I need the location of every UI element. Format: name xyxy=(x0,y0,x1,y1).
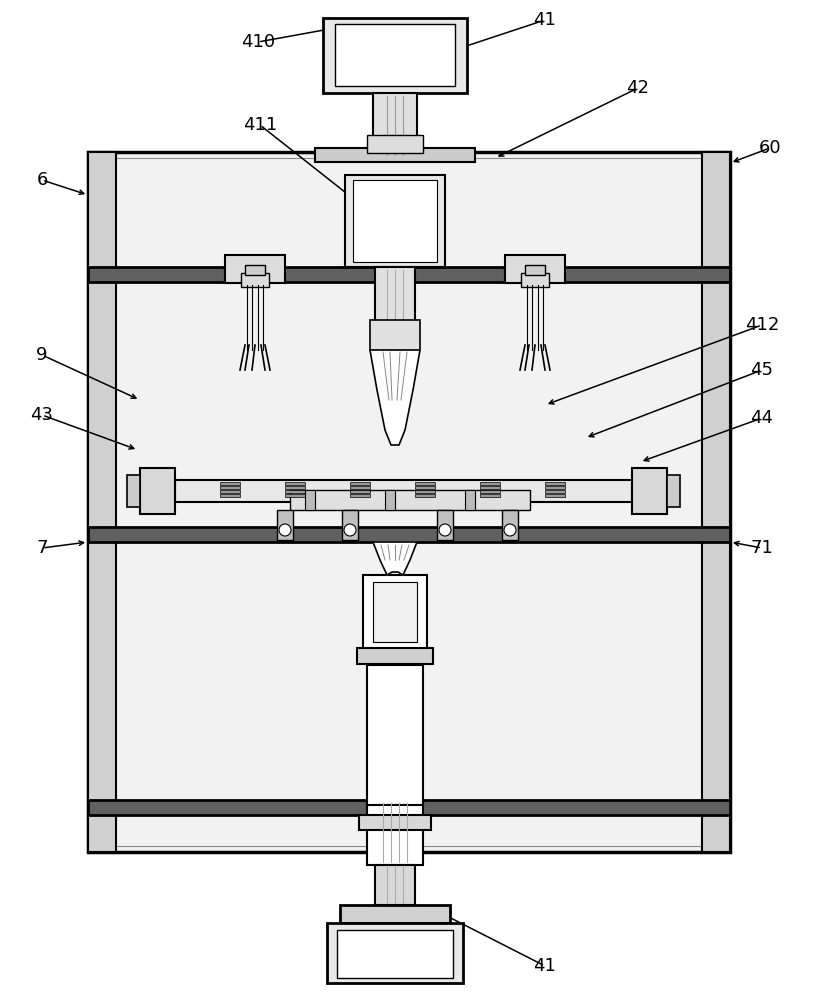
Bar xyxy=(88,267,730,282)
Text: 7: 7 xyxy=(37,539,48,557)
Text: 42: 42 xyxy=(627,79,650,97)
Bar xyxy=(505,255,565,283)
Bar xyxy=(545,494,565,497)
Bar xyxy=(357,648,433,664)
Bar xyxy=(285,494,305,497)
Bar xyxy=(290,490,530,510)
Bar xyxy=(340,905,450,923)
Circle shape xyxy=(439,524,451,536)
Text: 45: 45 xyxy=(751,361,773,379)
Bar xyxy=(480,490,500,493)
Bar xyxy=(415,486,435,489)
Bar xyxy=(375,865,415,905)
Bar xyxy=(363,575,427,650)
Bar xyxy=(437,510,453,540)
Bar xyxy=(367,665,423,805)
Bar xyxy=(241,273,269,287)
Bar xyxy=(373,93,417,158)
Bar xyxy=(525,265,545,275)
Bar xyxy=(375,267,415,322)
Bar xyxy=(220,490,240,493)
Bar xyxy=(94,158,724,846)
Polygon shape xyxy=(370,350,420,445)
Bar xyxy=(350,494,370,497)
Bar xyxy=(285,486,305,489)
Bar xyxy=(480,482,500,485)
Text: 9: 9 xyxy=(37,346,48,364)
Bar xyxy=(367,135,423,153)
Bar xyxy=(367,800,423,865)
Bar xyxy=(88,800,730,815)
Bar xyxy=(305,490,315,510)
Bar xyxy=(88,527,730,542)
Bar xyxy=(140,468,175,514)
Text: 71: 71 xyxy=(751,539,773,557)
Bar xyxy=(350,490,370,493)
Bar xyxy=(337,930,453,978)
Text: 41: 41 xyxy=(533,11,557,29)
Bar xyxy=(350,486,370,489)
Bar xyxy=(545,482,565,485)
Text: 44: 44 xyxy=(751,409,773,427)
Circle shape xyxy=(279,524,291,536)
Text: 60: 60 xyxy=(759,139,781,157)
Bar xyxy=(245,265,265,275)
Bar xyxy=(632,468,667,514)
Bar xyxy=(285,490,305,493)
Bar xyxy=(285,482,305,485)
Bar xyxy=(335,24,455,86)
Circle shape xyxy=(504,524,516,536)
Text: 412: 412 xyxy=(745,316,779,334)
Bar xyxy=(327,923,463,983)
Bar xyxy=(702,152,730,852)
Bar xyxy=(373,582,417,642)
Bar xyxy=(521,273,549,287)
Bar xyxy=(88,152,116,852)
Bar xyxy=(359,815,431,830)
Bar xyxy=(350,482,370,485)
Bar xyxy=(545,490,565,493)
Bar xyxy=(175,480,632,502)
Text: 410: 410 xyxy=(241,33,275,51)
Polygon shape xyxy=(373,542,417,575)
Bar xyxy=(545,486,565,489)
Bar xyxy=(220,482,240,485)
Bar xyxy=(480,486,500,489)
Bar xyxy=(415,494,435,497)
Bar xyxy=(220,494,240,497)
Bar xyxy=(385,490,395,510)
Bar xyxy=(342,510,358,540)
Bar xyxy=(127,475,140,507)
Bar xyxy=(323,18,467,93)
Bar xyxy=(465,490,475,510)
Bar xyxy=(353,180,437,262)
Bar xyxy=(225,255,285,283)
Text: 43: 43 xyxy=(30,406,54,424)
Bar xyxy=(502,510,518,540)
Bar xyxy=(415,482,435,485)
Bar xyxy=(480,494,500,497)
Text: 411: 411 xyxy=(243,116,277,134)
Bar xyxy=(370,320,420,350)
Bar xyxy=(315,148,475,162)
Bar xyxy=(415,490,435,493)
Bar xyxy=(277,510,293,540)
Bar xyxy=(88,152,730,852)
Bar xyxy=(345,175,445,267)
Circle shape xyxy=(344,524,356,536)
Bar xyxy=(220,486,240,489)
Text: 6: 6 xyxy=(37,171,48,189)
Text: 41: 41 xyxy=(533,957,557,975)
Bar xyxy=(667,475,680,507)
